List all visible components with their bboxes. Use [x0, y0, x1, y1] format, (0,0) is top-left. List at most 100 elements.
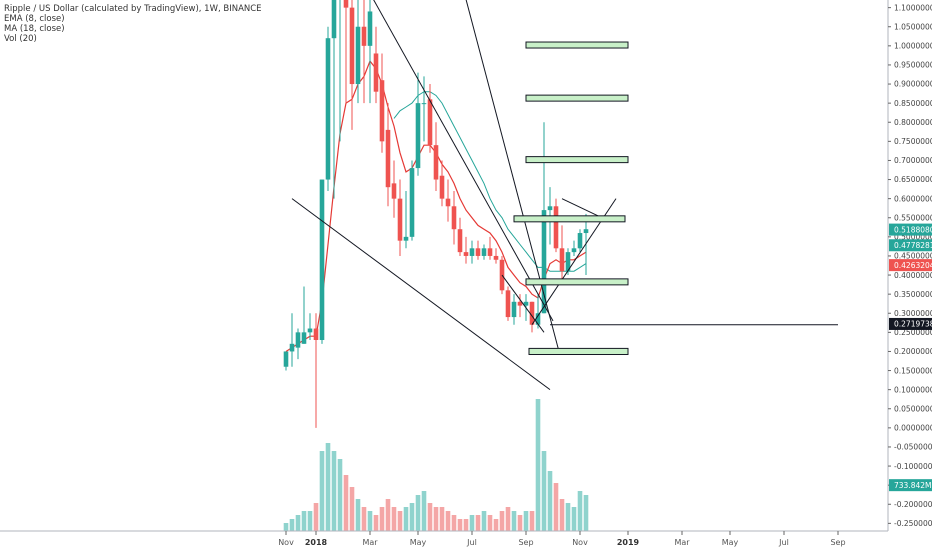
volume-bar: [427, 503, 433, 531]
price-badge: [889, 479, 932, 492]
candle-body: [535, 313, 541, 325]
volume-bar: [403, 507, 409, 531]
volume-bar: [535, 399, 541, 531]
price-tick-label: 0.0500000: [894, 404, 932, 413]
volume-bar: [301, 511, 307, 531]
candle-body: [409, 168, 415, 237]
time-tick-label: May: [722, 538, 739, 547]
candle-body: [577, 233, 583, 249]
volume-bar: [319, 451, 325, 531]
legend-ma[interactable]: MA (18, close): [4, 24, 65, 34]
candle-body: [445, 198, 451, 207]
price-tick-label: 0.1500000: [894, 366, 932, 375]
target-box: [525, 94, 629, 102]
price-tick-label: 0.1000000: [894, 385, 932, 394]
price-tick-label: 0.2000000: [894, 347, 932, 356]
candle-body: [529, 301, 535, 325]
volume-bar: [505, 507, 511, 531]
volume-bar: [559, 499, 565, 531]
candle-body: [493, 255, 499, 260]
time-tick-label: Sep: [518, 538, 533, 547]
target-box: [525, 41, 629, 49]
price-tick-label: 1.1000000: [894, 3, 932, 12]
volume-bar: [349, 487, 355, 531]
candle-body: [451, 206, 457, 230]
volume-bar: [421, 491, 427, 531]
candle-body: [361, 26, 367, 46]
price-tick-label: -0.0500000: [894, 443, 932, 452]
legend-vol[interactable]: Vol (20): [4, 34, 37, 44]
volume-bar: [409, 503, 415, 531]
candle-body: [355, 26, 361, 85]
volume-bar: [295, 515, 301, 531]
candle-body: [343, 0, 349, 8]
ma-line: [393, 91, 587, 272]
price-tick-label: 0.3000000: [894, 309, 932, 318]
trendline: [501, 274, 545, 333]
volume-bar: [325, 443, 331, 531]
volume-bar: [367, 511, 373, 531]
volume-bar: [571, 507, 577, 531]
candle-body: [289, 343, 295, 352]
price-badge-label: 0.4263204: [894, 261, 932, 270]
volume-bar: [481, 511, 487, 531]
price-tick-label: 1.0000000: [894, 42, 932, 51]
volume-bar: [499, 511, 505, 531]
volume-bar: [451, 515, 457, 531]
price-badge: [889, 223, 932, 236]
volume-bar: [547, 471, 553, 531]
candle-body: [523, 301, 529, 306]
candle-body: [505, 290, 511, 318]
time-tick-label: Nov: [278, 538, 294, 547]
volume-bar: [379, 507, 385, 531]
trendlines[interactable]: [291, 0, 838, 391]
time-tick-label: May: [410, 538, 427, 547]
volume-bar: [475, 515, 481, 531]
price-badge: [889, 239, 932, 252]
price-tick-label: 0.5000000: [894, 233, 932, 242]
candle-body: [541, 210, 547, 314]
volume-bar: [463, 519, 469, 531]
candle-body: [463, 252, 469, 256]
target-boxes[interactable]: [513, 41, 629, 356]
candle-body: [511, 301, 517, 318]
price-tick-label: 0.6500000: [894, 175, 932, 184]
candle-body: [457, 229, 463, 253]
candle-body: [415, 103, 421, 169]
time-tick-label: Jul: [466, 538, 477, 547]
candle-body: [385, 129, 391, 188]
candle-body: [481, 248, 487, 256]
time-tick-label: Sep: [830, 538, 845, 547]
price-tick-label: 0.9500000: [894, 61, 932, 70]
volume-bar: [565, 503, 571, 531]
price-tick-label: -0.1000000: [894, 462, 932, 471]
candle-body: [313, 328, 319, 340]
price-tick-label: -0.2500000: [894, 519, 932, 528]
volume-bar: [553, 483, 559, 531]
time-tick-label: 2019: [617, 538, 640, 547]
volume-bar: [577, 491, 583, 531]
candle-body: [565, 252, 571, 272]
candle-body: [331, 0, 337, 39]
price-badge-label: 0.2719738: [894, 320, 932, 329]
price-badge-label: 733.842M: [894, 481, 932, 490]
candle-body: [391, 183, 397, 199]
candle-body: [547, 206, 553, 211]
volume-bar: [529, 511, 535, 531]
time-axis-bg: [0, 531, 932, 550]
price-tick-label: 0.2500000: [894, 328, 932, 337]
legend-ema[interactable]: EMA (8, close): [4, 14, 65, 24]
time-tick-label: Nov: [572, 538, 588, 547]
candle-body: [427, 99, 433, 146]
candle-body: [373, 53, 379, 92]
candle-body: [475, 248, 481, 256]
volume-bar: [457, 519, 463, 531]
time-axis[interactable]: Nov 2018 Mar May Jul Sep Nov 2019 Mar May Jul Sep: [0, 530, 932, 550]
volume-bar: [517, 515, 523, 531]
price-axis[interactable]: 1.1000000 1.0500000 1.0000000 0.9500000 0.90…: [887, 0, 932, 550]
volume-bar: [337, 459, 343, 531]
volume-bar: [397, 511, 403, 531]
price-tick-label: 0.8000000: [894, 118, 932, 127]
chart-title: Ripple / US Dollar (calculated by Tradin…: [4, 4, 262, 14]
